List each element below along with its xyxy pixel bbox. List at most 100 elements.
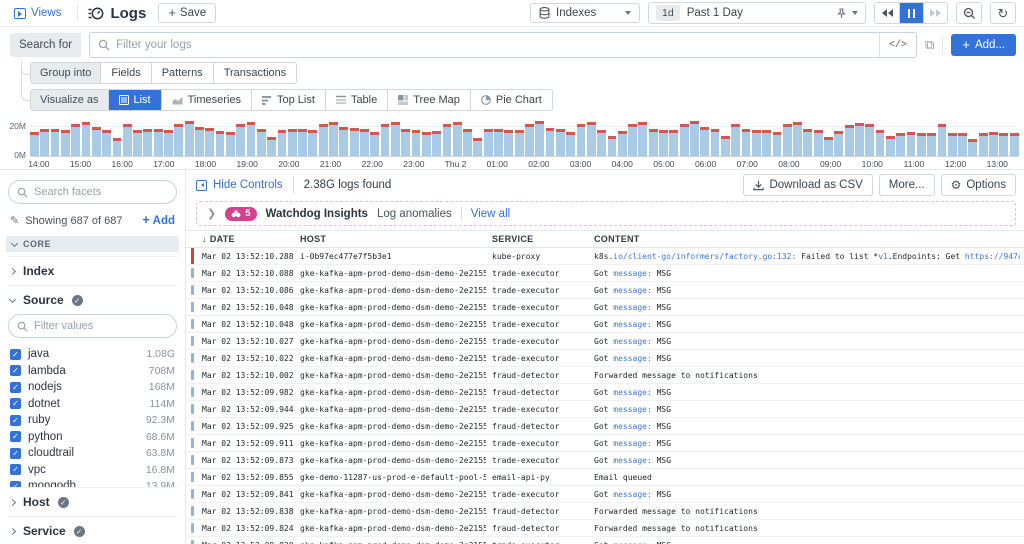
- timeline-bar[interactable]: [628, 124, 637, 156]
- timeline-bar[interactable]: [617, 131, 627, 156]
- timeline-bar[interactable]: [164, 130, 173, 156]
- timeline-bar[interactable]: [205, 128, 215, 156]
- timeline-bar[interactable]: [824, 137, 833, 156]
- timeline-bar[interactable]: [535, 121, 545, 156]
- save-button[interactable]: + Save: [158, 3, 217, 23]
- checkbox-checked-icon[interactable]: ✓: [10, 398, 21, 410]
- timeline-bar[interactable]: [793, 122, 802, 156]
- timeline-bar[interactable]: [504, 130, 514, 156]
- zoom-out-button[interactable]: [956, 2, 982, 24]
- options-button[interactable]: ⚙ Options: [940, 174, 1016, 196]
- timeline-bar[interactable]: [174, 124, 184, 156]
- checkbox-checked-icon[interactable]: ✓: [10, 431, 21, 443]
- timeline-bar[interactable]: [153, 129, 163, 156]
- add-button[interactable]: + Add...: [951, 34, 1016, 56]
- step-forward-button[interactable]: [923, 3, 947, 23]
- timeline-bar[interactable]: [875, 130, 885, 156]
- timeline-bar[interactable]: [463, 129, 472, 156]
- log-row[interactable]: Mar 02 13:52:09.838 gke-kafka-apm-prod-d…: [186, 503, 1024, 520]
- column-header-service[interactable]: SERVICE: [492, 234, 534, 244]
- visualize-option-table[interactable]: Table: [324, 90, 388, 110]
- timeline-bar[interactable]: [896, 133, 906, 156]
- timeline-bar[interactable]: [690, 121, 699, 156]
- timeline-bar[interactable]: [360, 129, 369, 156]
- timeline-bar[interactable]: [380, 124, 390, 156]
- log-row[interactable]: Mar 02 13:52:09.841 gke-kafka-apm-prod-d…: [186, 486, 1024, 503]
- facet-value-row[interactable]: ✓ vpc 16.8M: [8, 462, 177, 479]
- timeline-bar[interactable]: [989, 132, 998, 156]
- facet-index[interactable]: Index: [8, 256, 177, 285]
- indexes-dropdown[interactable]: Indexes: [530, 3, 640, 23]
- timeline-bar[interactable]: [999, 133, 1009, 156]
- timeline-bar[interactable]: [483, 129, 493, 156]
- timeline-bar[interactable]: [731, 124, 741, 156]
- download-csv-button[interactable]: Download as CSV: [743, 174, 873, 196]
- checkbox-checked-icon[interactable]: ✓: [10, 381, 21, 393]
- timeline-bar[interactable]: [236, 124, 246, 156]
- timeline-bar[interactable]: [720, 136, 730, 156]
- timeline-bar[interactable]: [133, 130, 142, 156]
- hide-controls-button[interactable]: Hide Controls: [196, 179, 283, 191]
- timeline-bar[interactable]: [968, 139, 978, 156]
- column-header-host[interactable]: HOST: [300, 234, 327, 244]
- checkbox-checked-icon[interactable]: ✓: [10, 365, 21, 377]
- timeline-bar[interactable]: [803, 129, 813, 156]
- timeline-bar[interactable]: [710, 129, 720, 156]
- timeline-bar[interactable]: [50, 129, 60, 156]
- timeline-bar[interactable]: [318, 124, 328, 156]
- timeline-bar[interactable]: [586, 122, 596, 156]
- timeline-bar[interactable]: [659, 130, 668, 156]
- timeline-bar[interactable]: [566, 132, 576, 156]
- pin-icon[interactable]: [836, 7, 847, 19]
- log-row[interactable]: Mar 02 13:52:10.288 i-0b97ec477e7f5b3e1 …: [186, 248, 1024, 265]
- filter-values-input[interactable]: [34, 320, 168, 332]
- timeline-bar[interactable]: [576, 124, 586, 156]
- timeline-bar[interactable]: [421, 132, 431, 156]
- timeline-bar[interactable]: [143, 129, 153, 156]
- timeline-bar[interactable]: [91, 127, 101, 156]
- core-section-header[interactable]: CORE: [6, 236, 179, 252]
- checkbox-checked-icon[interactable]: ✓: [10, 414, 21, 426]
- facet-value-row[interactable]: ✓ dotnet 114M: [8, 396, 177, 413]
- timeline-bar[interactable]: [60, 130, 70, 156]
- timeline-bar[interactable]: [102, 130, 111, 156]
- timeline-bar[interactable]: [597, 130, 606, 156]
- facet-source[interactable]: Source ✓: [8, 285, 177, 314]
- timeline-bar[interactable]: [525, 124, 534, 156]
- chevron-right-icon[interactable]: ❯: [207, 208, 217, 220]
- log-row[interactable]: Mar 02 13:52:10.048 gke-kafka-apm-prod-d…: [186, 299, 1024, 316]
- timeline-bar[interactable]: [246, 122, 256, 156]
- timeline-bar[interactable]: [184, 121, 194, 156]
- log-row[interactable]: Mar 02 13:52:09.824 gke-kafka-apm-prod-d…: [186, 520, 1024, 537]
- chevron-down-icon[interactable]: [852, 11, 858, 15]
- visualize-option-list[interactable]: List: [107, 90, 161, 110]
- group-option-fields[interactable]: Fields: [100, 63, 151, 83]
- column-header-content[interactable]: CONTENT: [594, 234, 640, 244]
- timeline-bar[interactable]: [865, 124, 875, 156]
- refresh-button[interactable]: ↻: [990, 2, 1016, 24]
- timeline-bar[interactable]: [607, 136, 617, 156]
- facet-value-row[interactable]: ✓ java 1.08G: [8, 346, 177, 363]
- visualize-option-pie-chart[interactable]: Pie Chart: [469, 90, 552, 110]
- timeline-bar[interactable]: [762, 130, 771, 156]
- timeline-bar[interactable]: [71, 124, 81, 156]
- timeline-bar[interactable]: [122, 124, 132, 156]
- timeline-bar[interactable]: [40, 129, 50, 156]
- facet-value-row[interactable]: ✓ mongodb 13.9M: [8, 478, 177, 487]
- timeline-bar[interactable]: [927, 133, 936, 156]
- timeline-bar[interactable]: [494, 129, 503, 156]
- timeline-bar[interactable]: [401, 129, 411, 156]
- log-row[interactable]: Mar 02 13:52:09.944 gke-kafka-apm-prod-d…: [186, 401, 1024, 418]
- log-row[interactable]: Mar 02 13:52:10.086 gke-kafka-apm-prod-d…: [186, 282, 1024, 299]
- checkbox-checked-icon[interactable]: ✓: [10, 480, 21, 487]
- timeline-bar[interactable]: [844, 125, 854, 156]
- timeline-bar[interactable]: [1009, 133, 1019, 156]
- facet-value-row[interactable]: ✓ cloudtrail 63.8M: [8, 445, 177, 462]
- log-row[interactable]: Mar 02 13:52:10.027 gke-kafka-apm-prod-d…: [186, 333, 1024, 350]
- log-row[interactable]: Mar 02 13:52:10.022 gke-kafka-apm-prod-d…: [186, 350, 1024, 367]
- timeline-bar[interactable]: [287, 129, 297, 156]
- timeline-bar[interactable]: [855, 123, 864, 156]
- add-facet-link[interactable]: + Add: [142, 211, 175, 227]
- log-row[interactable]: Mar 02 13:52:09.873 gke-kafka-apm-prod-d…: [186, 452, 1024, 469]
- timeline-bar[interactable]: [978, 133, 988, 156]
